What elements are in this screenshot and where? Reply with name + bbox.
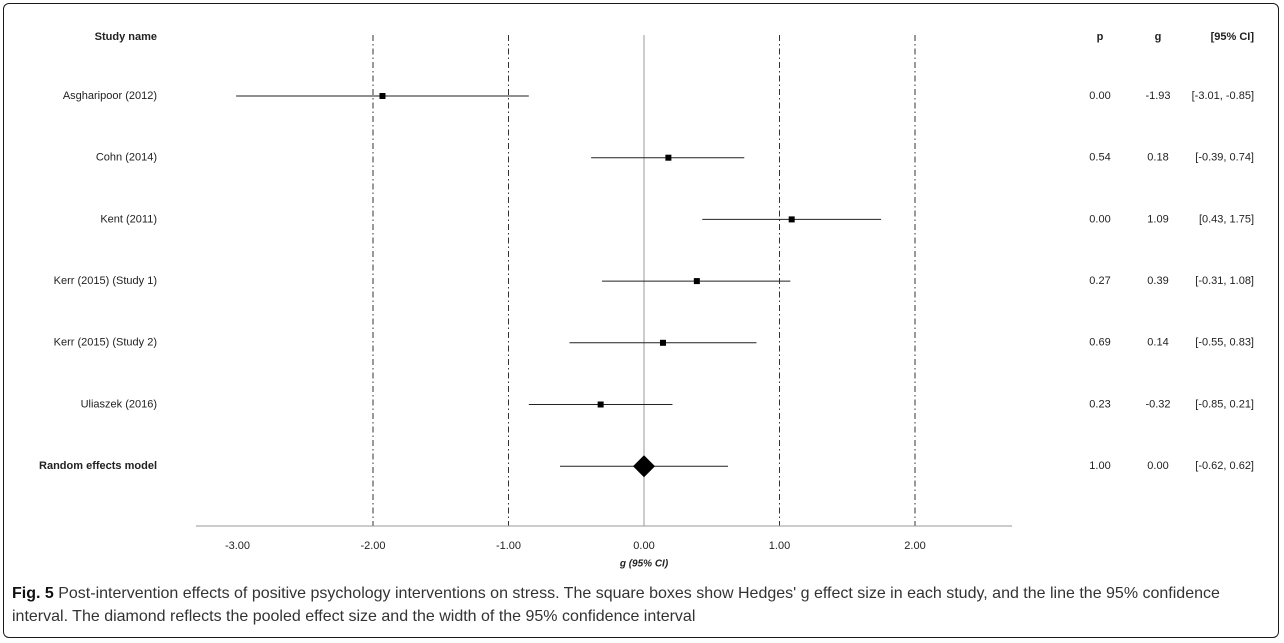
header-p: p (1097, 31, 1104, 43)
g-value: 0.14 (1147, 337, 1168, 349)
header-g: g (1155, 31, 1162, 43)
p-value: 0.69 (1089, 337, 1110, 349)
g-value: 0.39 (1147, 275, 1168, 287)
ci-value: [-3.01, -0.85] (1192, 90, 1254, 102)
pooled-label: Random effects model (39, 460, 157, 472)
ci-value: [-0.39, 0.74] (1195, 152, 1254, 164)
effect-square (379, 93, 386, 99)
x-tick-label: -1.00 (496, 540, 521, 552)
g-value: -0.32 (1145, 398, 1170, 410)
x-tick-label: -2.00 (360, 540, 385, 552)
x-tick-label: -3.00 (225, 540, 250, 552)
figure-frame (3, 3, 1279, 638)
ci-value: [-0.62, 0.62] (1195, 460, 1254, 472)
pooled-diamond (633, 455, 655, 478)
g-value: 0.18 (1147, 152, 1168, 164)
effect-square (597, 401, 604, 408)
effect-square (659, 339, 666, 346)
p-value: 0.23 (1089, 398, 1110, 410)
p-value: 0.00 (1089, 90, 1110, 102)
ci-value: [-0.55, 0.83] (1195, 337, 1254, 349)
x-axis-label: g (95% CI) (619, 559, 669, 570)
header-study-name: Study name (95, 31, 157, 43)
x-tick-label: 1.00 (769, 540, 790, 552)
study-label: Asgharipoor (2012) (63, 90, 157, 102)
effect-square (665, 154, 672, 161)
figure-caption: Fig. 5 Post-intervention effects of posi… (12, 582, 1272, 628)
p-value: 0.54 (1089, 152, 1110, 164)
caption-text: Post-intervention effects of positive ps… (12, 585, 1220, 625)
x-tick-label: 0.00 (633, 540, 654, 552)
p-value: 0.27 (1089, 275, 1110, 287)
p-value: 0.00 (1089, 213, 1110, 225)
p-value: 1.00 (1089, 460, 1110, 472)
header-ci: [95% CI] (1211, 31, 1255, 43)
g-value: -1.93 (1145, 90, 1170, 102)
caption-label: Fig. 5 (12, 585, 54, 602)
forest-plot: -3.00 -2.00 -1.00 0.00 1.00 2.00 g (95% CI) Stu… (39, 31, 1255, 570)
study-label: Kerr (2015) (Study 1) (54, 275, 157, 287)
ci-value: [0.43, 1.75] (1199, 213, 1254, 225)
x-tick-label: 2.00 (904, 540, 925, 552)
g-value: 0.00 (1147, 460, 1168, 472)
ci-value: [-0.85, 0.21] (1195, 398, 1254, 410)
study-label: Kent (2011) (100, 213, 157, 225)
ci-value: [-0.31, 1.08] (1195, 275, 1254, 287)
g-value: 1.09 (1147, 213, 1168, 225)
study-label: Uliaszek (2016) (81, 398, 157, 410)
study-label: Kerr (2015) (Study 2) (54, 337, 157, 349)
study-label: Cohn (2014) (96, 152, 157, 164)
effect-square (693, 278, 700, 285)
effect-square (788, 216, 795, 223)
